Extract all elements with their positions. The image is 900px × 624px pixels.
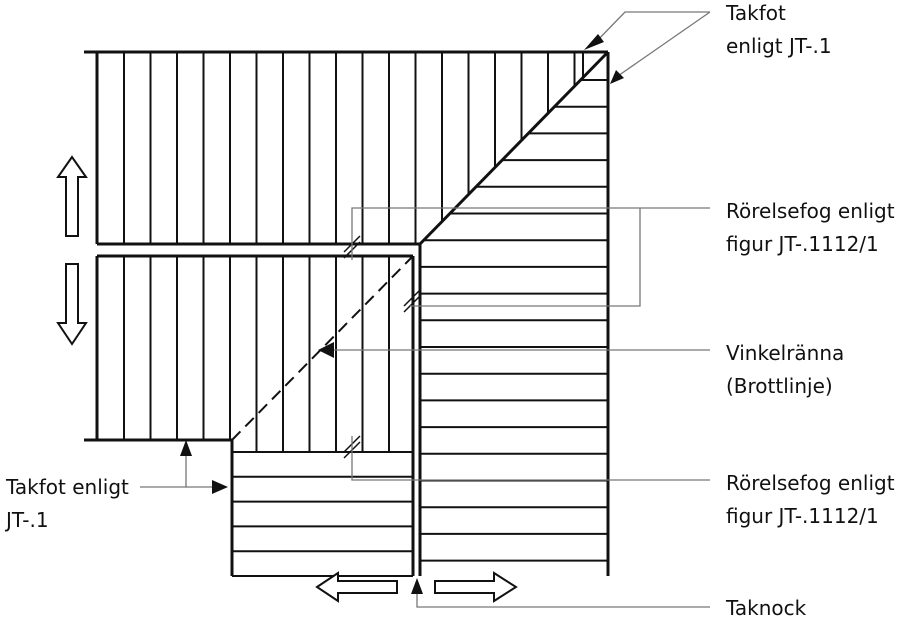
right-board-lines: [420, 79, 608, 562]
arrow-right-icon: [434, 571, 518, 603]
leader-lines: [140, 11, 711, 608]
label-vinkel-1: Vinkelränna: [726, 341, 844, 365]
label-fog-lower-1: Rörelsefog enligt: [726, 471, 895, 495]
valley-dashed-line: [231, 255, 414, 441]
label-fog-upper-1: Rörelsefog enligt: [726, 199, 895, 223]
upper-panel: [84, 50, 610, 576]
label-takfot-left-2: JT-.1: [4, 508, 49, 532]
arrow-up-icon: [56, 155, 88, 237]
label-takfot-top-1: Takfot: [725, 1, 786, 25]
label-fog-lower-2: figur JT-.1112/1: [726, 504, 879, 528]
bottom-board-lines: [232, 451, 413, 577]
lower-board-lines: [123, 256, 390, 452]
lower-bottom-panel: [230, 440, 413, 577]
arrow-down-icon: [56, 263, 88, 346]
joint-ticks: [343, 235, 421, 459]
hip-line: [418, 50, 610, 246]
label-vinkel-2: (Brottlinje): [726, 374, 833, 398]
label-fog-upper-2: figur JT-.1112/1: [726, 232, 879, 256]
lower-left-panel: [84, 254, 415, 576]
label-takfot-top-2: enligt JT-.1: [726, 34, 832, 58]
arrowheads: [180, 34, 624, 594]
upper-board-lines: [123, 52, 576, 244]
arrow-left-icon: [315, 571, 398, 603]
label-taknock: Taknock: [725, 596, 807, 620]
right-panel: [418, 50, 610, 576]
label-takfot-left-1: Takfot enligt: [5, 475, 129, 499]
